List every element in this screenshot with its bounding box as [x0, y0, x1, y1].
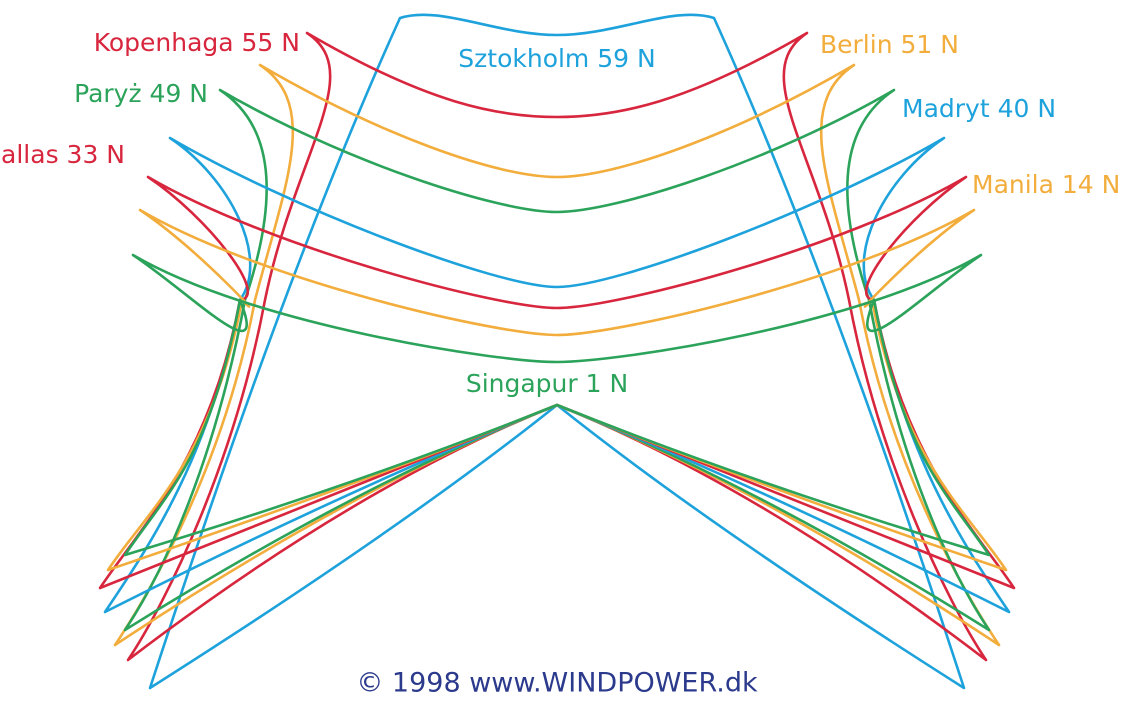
- sun-curve: [113, 63, 1001, 647]
- label: Sztokholm 59 N: [458, 44, 655, 73]
- sun-curve: [103, 136, 1011, 614]
- sun-curve: [98, 175, 1016, 590]
- label: Singapur 1 N: [466, 369, 628, 398]
- label: Madryt 40 N: [902, 94, 1056, 123]
- sun-curve: [106, 208, 1008, 572]
- label: Berlin 51 N: [820, 30, 959, 59]
- label: Paryż 49 N: [74, 79, 208, 108]
- sun-curve: [123, 253, 991, 557]
- label: Manila 14 N: [972, 170, 1120, 199]
- label: Dallas 33 N: [0, 140, 125, 169]
- sun-curve: [148, 13, 966, 690]
- sun-curve: [123, 88, 991, 632]
- footer: © 1998 www.WINDPOWER.dk: [356, 668, 758, 699]
- sun-curve: [126, 31, 988, 662]
- label: Kopenhaga 55 N: [94, 28, 300, 57]
- curves: [98, 13, 1016, 690]
